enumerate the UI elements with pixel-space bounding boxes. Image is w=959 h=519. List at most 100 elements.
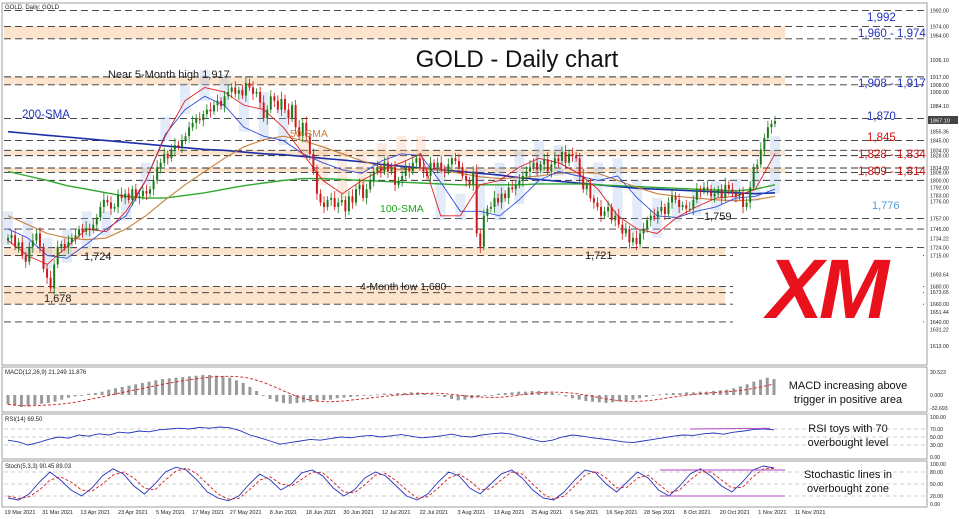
macd-bar	[26, 395, 30, 407]
date-tick-label: 8 Oct 2021	[684, 510, 711, 516]
date-tick-label: 23 Apr 2021	[118, 510, 148, 516]
cloud-segment	[435, 164, 446, 221]
candle-body	[131, 189, 134, 200]
candle-body	[255, 91, 258, 94]
xm-logo: XM	[733, 242, 923, 336]
candle-body	[198, 118, 201, 121]
macd-bar	[40, 395, 44, 404]
cloud-segment	[121, 193, 131, 221]
macd-bar	[161, 379, 165, 395]
annotation-100-sma: 100-SMA	[380, 203, 424, 215]
price-tick-label: 1673.65	[930, 290, 949, 296]
date-axis: 19 Mar 2021 31 Mar 2021 13 Apr 2021 23 Apr …	[5, 510, 826, 516]
macd-bar	[275, 395, 279, 402]
annotation-1724: 1,724	[84, 251, 112, 263]
zone-band	[4, 247, 725, 256]
candle-body	[699, 189, 702, 191]
macd-bar	[631, 395, 635, 400]
cloud-segment	[711, 180, 721, 212]
candle-body	[209, 109, 212, 112]
candle-body	[159, 162, 162, 168]
candle-body	[774, 121, 776, 124]
candle-body	[727, 184, 730, 190]
candle-body	[489, 206, 492, 209]
date-tick-label: 27 May 2021	[230, 510, 262, 516]
candle-body	[138, 196, 141, 199]
price-tick-label: 1724.00	[930, 246, 949, 252]
candle-body	[49, 277, 52, 289]
candle-body	[333, 198, 336, 207]
annotation-1776: 1,776	[872, 200, 900, 212]
candle-body	[756, 164, 759, 168]
candle-body	[294, 105, 297, 128]
candle-body	[315, 171, 318, 194]
candle-body	[770, 123, 773, 128]
macd-bar	[389, 393, 393, 395]
candle-body	[276, 100, 279, 110]
candle-body	[656, 211, 659, 218]
date-tick-label: 18 Jun 2021	[306, 510, 336, 516]
candle-body	[88, 228, 91, 230]
candle-body	[639, 233, 642, 245]
cloud-segment	[396, 136, 407, 168]
cloud-segment	[3, 211, 13, 245]
candle-body	[539, 164, 542, 170]
candle-body	[571, 153, 574, 156]
macd-bar	[268, 395, 272, 399]
candle-body	[95, 217, 98, 225]
candle-body	[120, 194, 123, 199]
candle-body	[507, 187, 510, 199]
candle-body	[227, 91, 230, 97]
candle-body	[67, 242, 70, 248]
rsi-tick-label: 30.00	[930, 443, 943, 449]
candle-body	[681, 205, 684, 207]
candle-body	[617, 215, 620, 225]
zone-label-1960-1974: 1,960 - 1,974	[858, 28, 926, 40]
candle-body	[92, 224, 95, 230]
candle-body	[536, 162, 539, 170]
price-tick-label: 1936.10	[930, 58, 949, 64]
candle-body	[230, 87, 233, 92]
price-tick-label: 1693.64	[930, 272, 949, 278]
macd-signal-line	[7, 375, 775, 407]
candle-body	[667, 202, 670, 214]
candle-body	[713, 193, 716, 197]
candle-body	[454, 158, 457, 161]
macd-note-line2: trigger in positive area	[794, 394, 903, 406]
macd-bar	[127, 385, 131, 395]
cloud-segment	[376, 143, 387, 175]
candle-body	[582, 175, 585, 190]
date-tick-label: 13 Apr 2021	[80, 510, 110, 516]
candle-body	[742, 193, 745, 207]
date-tick-label: 1 Nov 2021	[758, 510, 786, 516]
candle-body	[351, 196, 354, 203]
candle-body	[564, 152, 567, 163]
date-tick-label: 5 May 2021	[156, 510, 185, 516]
macd-bar	[443, 395, 447, 397]
macd-bar	[73, 395, 77, 397]
cloud-segment	[770, 136, 780, 194]
candle-body	[731, 189, 734, 194]
candle-body	[734, 193, 737, 197]
macd-bar	[591, 395, 595, 402]
candle-body	[443, 169, 446, 172]
candle-body	[141, 191, 144, 197]
cloud-segment	[101, 211, 112, 237]
candle-body	[429, 162, 432, 176]
candle-body	[528, 167, 531, 172]
candle-body	[56, 246, 59, 265]
macd-bar	[544, 391, 548, 395]
macd-header: MACD(12,26,9) 21.249 11.876	[5, 370, 87, 376]
cloud-segment	[750, 171, 761, 201]
macd-bar	[550, 393, 554, 395]
candle-body	[102, 199, 105, 207]
macd-bar	[765, 377, 769, 395]
macd-bar	[261, 395, 265, 396]
candle-body	[600, 206, 602, 216]
candle-body	[379, 167, 382, 172]
cloud-segment	[298, 136, 308, 159]
date-tick-label: 12 Jul 2021	[382, 510, 410, 516]
candle-body	[550, 164, 553, 172]
macd-bar	[13, 395, 17, 406]
candle-body	[461, 167, 464, 176]
